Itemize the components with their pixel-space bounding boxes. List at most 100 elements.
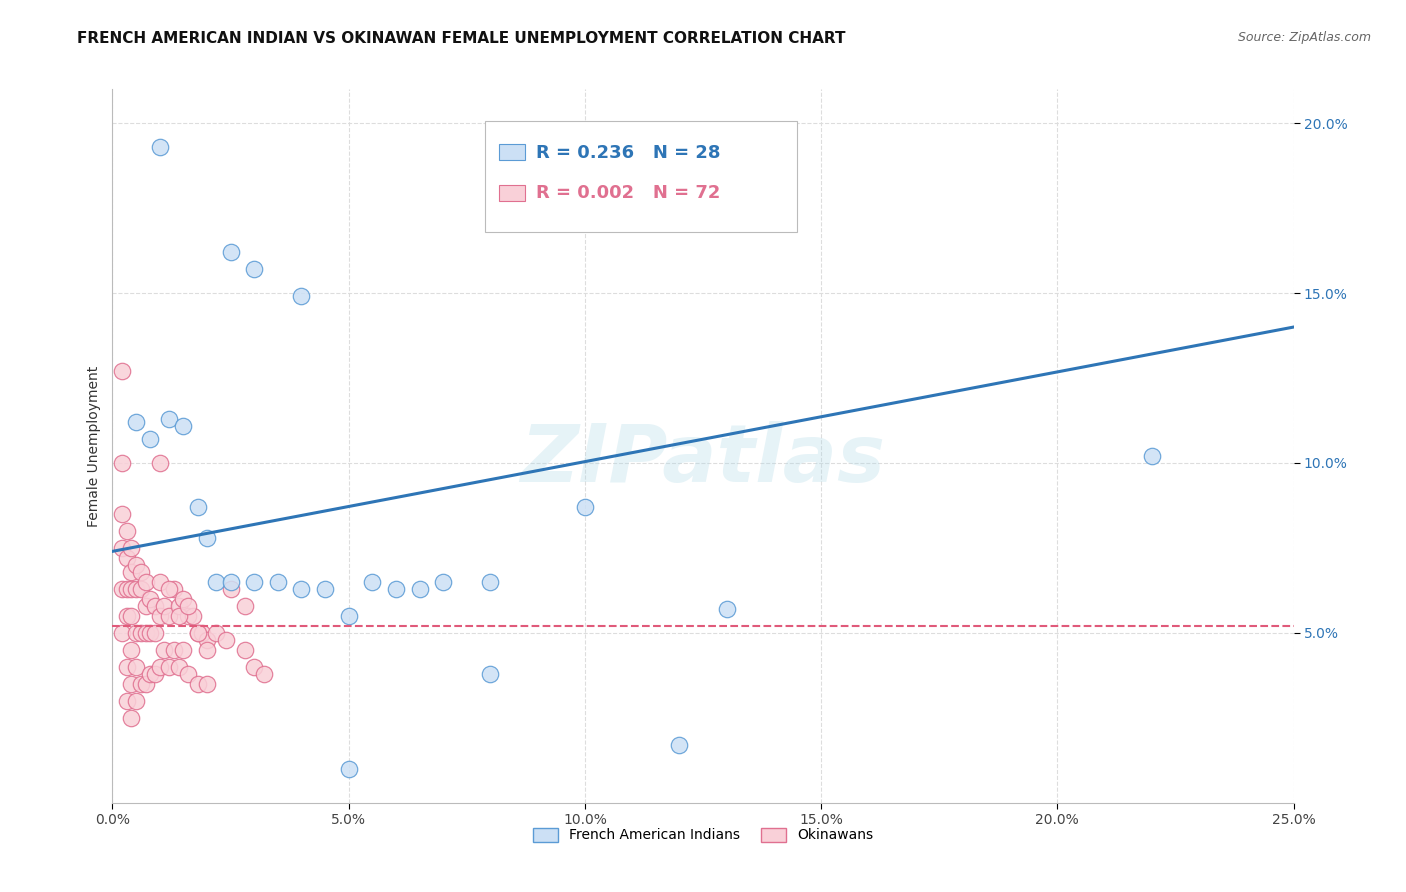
Point: [167, 599, 190, 613]
Point: [139, 626, 162, 640]
Point: [181, 608, 204, 623]
Point: [111, 582, 134, 596]
Point: [120, 565, 142, 579]
Point: [139, 591, 162, 606]
Point: [385, 582, 408, 596]
Point: [143, 626, 166, 640]
Point: [129, 565, 152, 579]
Point: [125, 582, 148, 596]
Point: [177, 666, 200, 681]
Point: [716, 602, 738, 616]
Point: [129, 582, 152, 596]
Point: [115, 551, 138, 566]
FancyBboxPatch shape: [485, 121, 797, 232]
Point: [125, 660, 148, 674]
Point: [153, 643, 176, 657]
Point: [115, 608, 138, 623]
Point: [157, 582, 180, 596]
Point: [267, 574, 290, 589]
Legend: French American Indians, Okinawans: French American Indians, Okinawans: [526, 821, 880, 849]
Point: [157, 660, 180, 674]
FancyBboxPatch shape: [499, 185, 524, 201]
Point: [186, 500, 208, 515]
Point: [219, 582, 242, 596]
Point: [195, 632, 218, 647]
Point: [219, 574, 242, 589]
Point: [111, 456, 134, 470]
Point: [337, 608, 360, 623]
Point: [115, 660, 138, 674]
FancyBboxPatch shape: [499, 145, 524, 160]
Text: R = 0.002   N = 72: R = 0.002 N = 72: [537, 185, 721, 202]
Point: [139, 432, 162, 446]
Point: [149, 140, 172, 154]
Point: [125, 558, 148, 572]
Point: [574, 500, 596, 515]
Point: [139, 666, 162, 681]
Point: [195, 677, 218, 691]
Point: [167, 608, 190, 623]
Point: [135, 574, 157, 589]
Point: [157, 608, 180, 623]
Point: [177, 599, 200, 613]
Point: [111, 507, 134, 521]
Point: [253, 666, 276, 681]
Point: [115, 582, 138, 596]
Point: [111, 541, 134, 555]
Point: [243, 262, 266, 277]
Point: [149, 574, 172, 589]
Text: FRENCH AMERICAN INDIAN VS OKINAWAN FEMALE UNEMPLOYMENT CORRELATION CHART: FRENCH AMERICAN INDIAN VS OKINAWAN FEMAL…: [77, 31, 846, 46]
Point: [163, 582, 186, 596]
Point: [143, 599, 166, 613]
Point: [432, 574, 454, 589]
Point: [135, 599, 157, 613]
Point: [205, 574, 228, 589]
Point: [149, 608, 172, 623]
Point: [153, 599, 176, 613]
Point: [243, 574, 266, 589]
Point: [120, 711, 142, 725]
Point: [111, 364, 134, 378]
Point: [125, 415, 148, 429]
Point: [233, 643, 256, 657]
Point: [172, 643, 194, 657]
Point: [149, 660, 172, 674]
Text: R = 0.236   N = 28: R = 0.236 N = 28: [537, 144, 721, 161]
Point: [120, 643, 142, 657]
Text: ZIPatlas: ZIPatlas: [520, 421, 886, 500]
Point: [167, 660, 190, 674]
Point: [186, 626, 208, 640]
Point: [120, 582, 142, 596]
Point: [149, 456, 172, 470]
Point: [177, 608, 200, 623]
Point: [172, 418, 194, 433]
Point: [195, 643, 218, 657]
Point: [337, 762, 360, 776]
Point: [111, 626, 134, 640]
Point: [163, 643, 186, 657]
Point: [205, 626, 228, 640]
Text: Source: ZipAtlas.com: Source: ZipAtlas.com: [1237, 31, 1371, 45]
Point: [186, 677, 208, 691]
Point: [125, 626, 148, 640]
Point: [157, 412, 180, 426]
Point: [115, 694, 138, 708]
Point: [215, 632, 238, 647]
Point: [290, 289, 312, 303]
Point: [290, 582, 312, 596]
Point: [408, 582, 430, 596]
Point: [120, 541, 142, 555]
Point: [479, 666, 502, 681]
Point: [135, 677, 157, 691]
Point: [314, 582, 336, 596]
Point: [361, 574, 384, 589]
Point: [195, 531, 218, 545]
Point: [1140, 449, 1163, 463]
Point: [120, 608, 142, 623]
Point: [191, 626, 214, 640]
Y-axis label: Female Unemployment: Female Unemployment: [87, 366, 101, 526]
Point: [129, 677, 152, 691]
Point: [125, 694, 148, 708]
Point: [143, 666, 166, 681]
Point: [135, 626, 157, 640]
